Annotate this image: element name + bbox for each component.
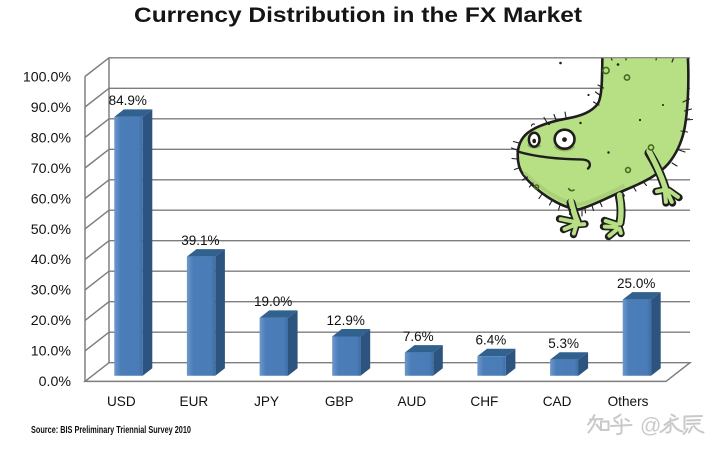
svg-text:100.0%: 100.0% — [23, 69, 72, 85]
svg-text:6.4%: 6.4% — [476, 333, 507, 348]
svg-text:CAD: CAD — [543, 394, 572, 409]
svg-text:10.0%: 10.0% — [31, 344, 72, 360]
svg-text:7.6%: 7.6% — [403, 329, 434, 344]
svg-text:84.9%: 84.9% — [109, 93, 147, 108]
svg-text:12.9%: 12.9% — [327, 313, 365, 328]
svg-text:40.0%: 40.0% — [31, 252, 72, 268]
svg-text:CHF: CHF — [470, 394, 498, 409]
svg-text:60.0%: 60.0% — [31, 191, 72, 207]
svg-text:JPY: JPY — [254, 394, 279, 409]
svg-text:19.0%: 19.0% — [254, 294, 292, 309]
svg-text:Others: Others — [608, 394, 649, 409]
svg-text:70.0%: 70.0% — [31, 161, 72, 177]
svg-text:AUD: AUD — [397, 394, 426, 409]
svg-text:5.3%: 5.3% — [548, 336, 579, 351]
svg-text:90.0%: 90.0% — [31, 100, 72, 116]
svg-text:20.0%: 20.0% — [31, 313, 72, 329]
svg-text:30.0%: 30.0% — [31, 283, 72, 299]
svg-text:Currency Distribution in the F: Currency Distribution in the FX Market — [134, 3, 582, 27]
svg-text:39.1%: 39.1% — [181, 233, 219, 248]
svg-text:@: @ — [640, 415, 661, 438]
svg-text:EUR: EUR — [180, 394, 209, 409]
svg-text:USD: USD — [107, 394, 136, 409]
svg-text:50.0%: 50.0% — [31, 222, 72, 238]
svg-text:25.0%: 25.0% — [617, 276, 655, 291]
svg-text:GBP: GBP — [325, 394, 354, 409]
svg-text:Source: BIS Preliminary Trienn: Source: BIS Preliminary Triennial Survey… — [31, 425, 191, 436]
svg-text:80.0%: 80.0% — [31, 130, 72, 146]
svg-text:0.0%: 0.0% — [39, 374, 72, 390]
